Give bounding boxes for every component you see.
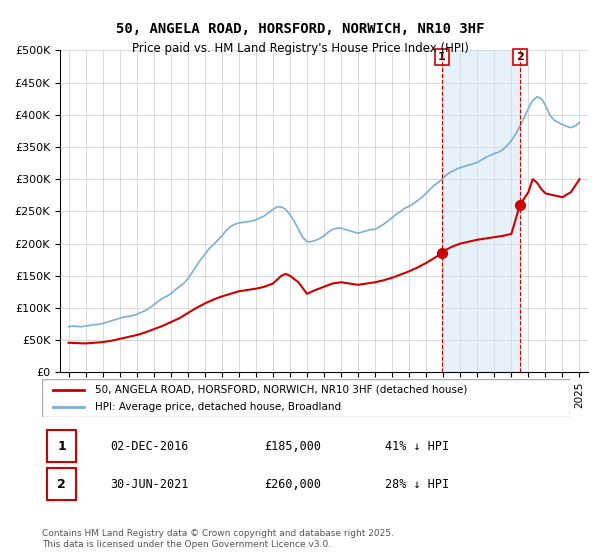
Text: 50, ANGELA ROAD, HORSFORD, NORWICH, NR10 3HF (detached house): 50, ANGELA ROAD, HORSFORD, NORWICH, NR10… <box>95 385 467 395</box>
Text: 41% ↓ HPI: 41% ↓ HPI <box>385 440 449 453</box>
Text: 2: 2 <box>516 52 524 62</box>
Text: Contains HM Land Registry data © Crown copyright and database right 2025.
This d: Contains HM Land Registry data © Crown c… <box>42 529 394 549</box>
Text: 50, ANGELA ROAD, HORSFORD, NORWICH, NR10 3HF: 50, ANGELA ROAD, HORSFORD, NORWICH, NR10… <box>116 22 484 36</box>
Text: 28% ↓ HPI: 28% ↓ HPI <box>385 478 449 491</box>
Text: 30-JUN-2021: 30-JUN-2021 <box>110 478 189 491</box>
Bar <box>442 50 520 372</box>
Text: 02-DEC-2016: 02-DEC-2016 <box>110 440 189 453</box>
Text: 2: 2 <box>57 478 66 491</box>
FancyBboxPatch shape <box>47 430 76 461</box>
Text: Price paid vs. HM Land Registry's House Price Index (HPI): Price paid vs. HM Land Registry's House … <box>131 42 469 55</box>
FancyBboxPatch shape <box>42 379 570 417</box>
Text: £185,000: £185,000 <box>264 440 321 453</box>
FancyBboxPatch shape <box>47 468 76 500</box>
Text: £260,000: £260,000 <box>264 478 321 491</box>
Text: 1: 1 <box>438 52 446 62</box>
Text: 1: 1 <box>57 440 66 453</box>
Text: HPI: Average price, detached house, Broadland: HPI: Average price, detached house, Broa… <box>95 402 341 412</box>
